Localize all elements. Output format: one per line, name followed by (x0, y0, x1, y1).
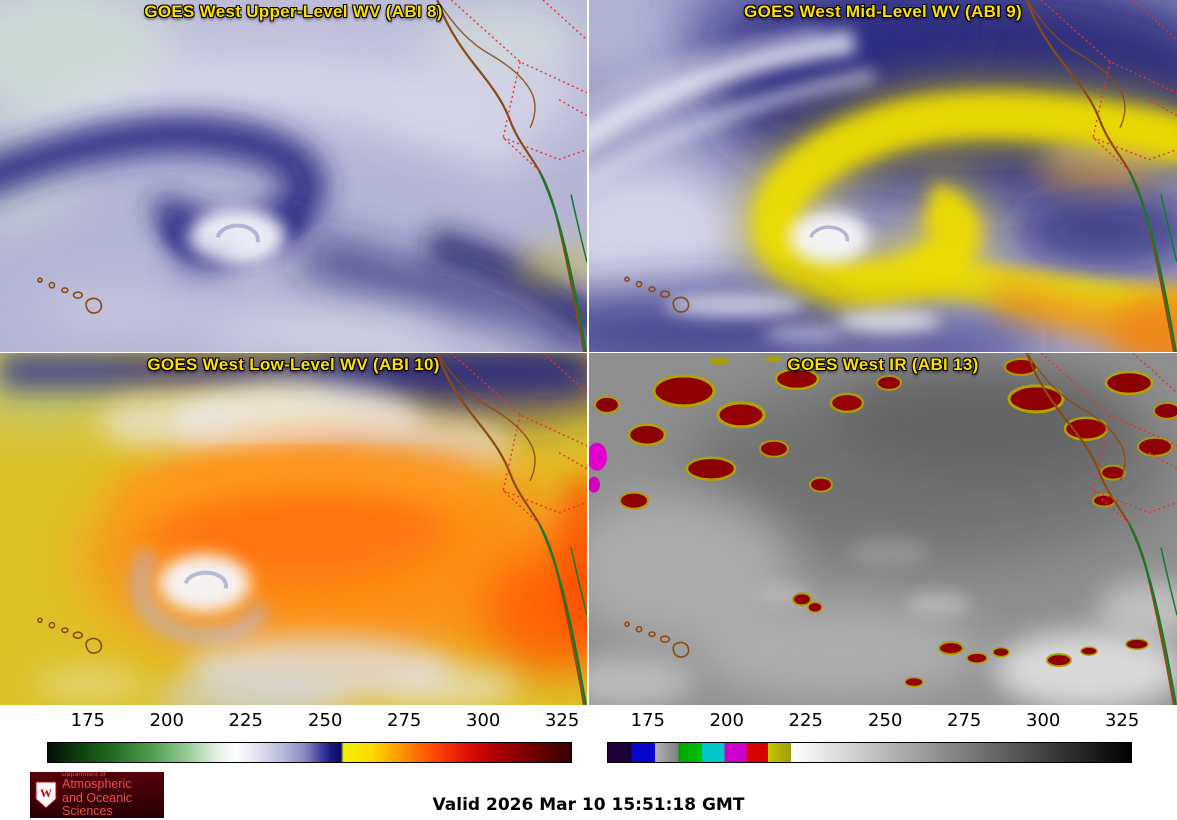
tick-label: 275 (387, 710, 422, 731)
logo-line-atmospheric: Atmospheric (62, 777, 132, 792)
tick-label: 225 (228, 710, 263, 731)
satellite-image-mid-wv (589, 0, 1177, 352)
footer: W Department of Atmospheric and Oceanic … (0, 768, 1177, 820)
logo-line-department: Department of (62, 771, 106, 779)
panel-low-level-wv: GOES West Low-Level WV (ABI 10) (0, 353, 587, 705)
tick-label: 225 (788, 710, 823, 731)
tick-label: 175 (630, 710, 665, 731)
satellite-image-ir (589, 353, 1177, 705)
tick-label: 200 (149, 710, 184, 731)
ir-colorbar-gradient (607, 742, 1132, 763)
ir-colorbar-ticks: 175 200 225 250 275 300 325 (607, 710, 1140, 734)
tick-label: 325 (544, 710, 580, 731)
satellite-image-low-wv (0, 353, 587, 705)
colorbar-row: 175 200 225 250 275 300 325 175 200 225 … (0, 705, 1177, 768)
wv-colorbar-gradient (47, 742, 572, 763)
tick-label: 300 (465, 710, 501, 731)
valid-time-label: Valid 2026 Mar 10 15:51:18 GMT (432, 795, 745, 815)
panel-ir: GOES West IR (ABI 13) (589, 353, 1177, 705)
satellite-image-upper-wv (0, 0, 587, 352)
panel-mid-level-wv: GOES West Mid-Level WV (ABI 9) (589, 0, 1177, 352)
tick-label: 200 (709, 710, 744, 731)
panel-title-ir: GOES West IR (ABI 13) (787, 355, 979, 374)
uw-crest-icon: W (35, 781, 57, 809)
svg-text:W: W (40, 786, 52, 800)
panel-title-low-wv: GOES West Low-Level WV (ABI 10) (147, 355, 440, 374)
tick-label: 175 (70, 710, 105, 731)
ir-colorbar: 175 200 225 250 275 300 325 (607, 705, 1140, 768)
tick-label: 275 (947, 710, 982, 731)
logo-line-oceanic: and Oceanic Sciences (62, 790, 133, 819)
panel-title-upper-wv: GOES West Upper-Level WV (ABI 8) (144, 2, 443, 21)
wv-colorbar-ticks: 175 200 225 250 275 300 325 (47, 710, 580, 734)
panel-title-mid-wv: GOES West Mid-Level WV (ABI 9) (744, 2, 1022, 21)
panel-upper-level-wv: GOES West Upper-Level WV (ABI 8) (0, 0, 587, 352)
aos-department-logo: W Department of Atmospheric and Oceanic … (30, 771, 164, 819)
wv-colorbar: 175 200 225 250 275 300 325 (47, 705, 580, 768)
tick-label: 250 (308, 710, 343, 731)
tick-label: 325 (1104, 710, 1140, 731)
tick-label: 250 (868, 710, 903, 731)
satellite-panel-grid: GOES West Upper-Level WV (ABI 8) (0, 0, 1177, 705)
tick-label: 300 (1025, 710, 1061, 731)
logo-text: Department of Atmospheric and Oceanic Sc… (62, 771, 159, 819)
